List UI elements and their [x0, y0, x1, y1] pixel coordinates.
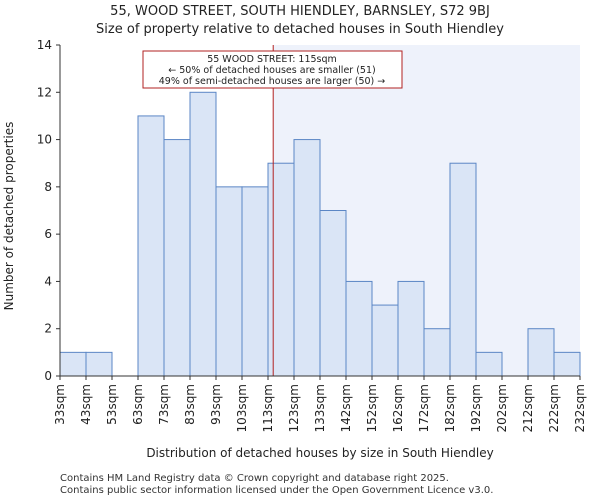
- y-axis-label: Number of detached properties: [2, 122, 16, 311]
- bar-63sqm: [137, 115, 165, 377]
- x-tick-label: 212sqm: [521, 384, 535, 432]
- bar-103sqm: [241, 186, 269, 377]
- annotation-line1: 55 WOOD STREET: 115sqm: [207, 54, 337, 65]
- bar-123sqm: [293, 139, 321, 377]
- annotation-box: 55 WOOD STREET: 115sqm ← 50% of detached…: [142, 50, 403, 89]
- footer-licence: Contains public sector information licen…: [60, 485, 494, 496]
- y-tick-label: 2: [44, 322, 52, 336]
- bar-93sqm: [215, 186, 243, 377]
- x-tick-label: 83sqm: [183, 384, 197, 425]
- bar-172sqm: [423, 328, 451, 377]
- x-tick-label: 202sqm: [495, 384, 509, 432]
- x-tick-label: 142sqm: [339, 384, 353, 432]
- bar-43sqm: [85, 351, 113, 377]
- x-tick-label: 43sqm: [79, 384, 93, 425]
- x-tick-label: 172sqm: [417, 384, 431, 432]
- bar-212sqm: [527, 328, 555, 377]
- x-tick-label: 123sqm: [287, 384, 301, 432]
- bar-33sqm: [59, 351, 87, 377]
- x-tick-label: 93sqm: [209, 384, 223, 425]
- bar-192sqm: [475, 351, 503, 377]
- y-tick-label: 12: [37, 85, 52, 99]
- y-tick-label: 0: [44, 369, 52, 383]
- x-tick-label: 103sqm: [235, 384, 249, 432]
- x-tick-label: 222sqm: [547, 384, 561, 432]
- y-tick-label: 8: [44, 180, 52, 194]
- y-tick-label: 10: [37, 133, 52, 147]
- bar-133sqm: [319, 210, 347, 377]
- x-tick-label: 33sqm: [53, 384, 67, 425]
- x-tick-label: 63sqm: [131, 384, 145, 425]
- chart-title: 55, WOOD STREET, SOUTH HIENDLEY, BARNSLE…: [110, 4, 490, 19]
- x-tick-label: 73sqm: [157, 384, 171, 425]
- x-tick-label: 53sqm: [105, 384, 119, 425]
- footer-copyright: Contains HM Land Registry data © Crown c…: [60, 473, 449, 484]
- y-tick-label: 6: [44, 227, 52, 241]
- x-tick-label: 152sqm: [365, 384, 379, 432]
- annotation-line3: 49% of semi-detached houses are larger (…: [159, 76, 386, 87]
- bar-83sqm: [189, 91, 217, 377]
- bar-113sqm: [267, 162, 295, 377]
- x-tick-label: 162sqm: [391, 384, 405, 432]
- bar-222sqm: [553, 351, 581, 377]
- x-tick-label: 133sqm: [313, 384, 327, 432]
- x-tick-label: 192sqm: [469, 384, 483, 432]
- bar-142sqm: [345, 280, 373, 377]
- y-tick-label: 14: [37, 38, 52, 52]
- y-tick-label: 4: [44, 274, 52, 288]
- bar-chart: 0 2 4 6 8 10 12 14 33sqm 43sqm 53sqm 63sqm 73sqm 83s…: [2, 38, 587, 460]
- bar-73sqm: [163, 139, 191, 377]
- x-axis-label: Distribution of detached houses by size …: [146, 446, 493, 460]
- x-tick-label: 182sqm: [443, 384, 457, 432]
- annotation-line2: ← 50% of detached houses are smaller (51…: [168, 65, 375, 76]
- bar-152sqm: [371, 304, 399, 377]
- bar-182sqm: [449, 162, 477, 377]
- chart-subtitle: Size of property relative to detached ho…: [96, 22, 504, 37]
- x-tick-label: 113sqm: [261, 384, 275, 432]
- bar-162sqm: [397, 280, 425, 377]
- x-tick-label: 232sqm: [573, 384, 587, 432]
